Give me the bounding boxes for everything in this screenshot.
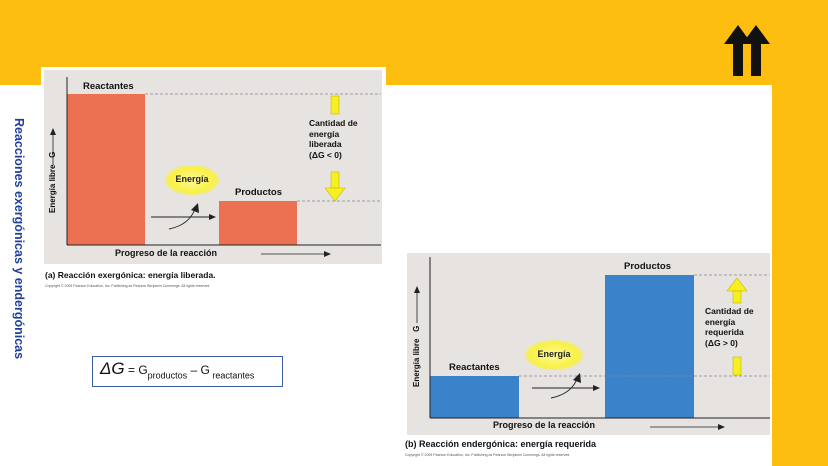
formula-eq: = G — [124, 363, 148, 377]
panel-exergonic: Energía Reactantes Productos Cantidad de… — [41, 67, 386, 267]
products-label-b: Productos — [624, 261, 671, 272]
y-label-a-wrap: Energía libre G — [48, 67, 60, 267]
required-arrow-head — [726, 277, 748, 292]
y-label-b-wrap: Energía libre G — [412, 251, 424, 437]
released-arrow-stem-bottom — [330, 171, 340, 189]
formula-minus: – G — [187, 363, 210, 377]
delta-g-symbol: ΔG — [100, 359, 125, 378]
delta-g-formula: ΔG = Gproductos – G reactantes — [92, 356, 283, 387]
y-label-b: Energía libre G — [412, 325, 421, 387]
reactants-bar — [67, 94, 145, 245]
released-arrow-stem-top — [330, 95, 340, 115]
panel-b-graphics — [414, 257, 770, 430]
y-label-a: Energía libre G — [48, 151, 57, 213]
caption-a: (a) Reacción exergónica: energía liberad… — [45, 270, 216, 280]
side-title-text: Reacciones exergónicas y endergónicas — [12, 118, 26, 360]
reactants-label-b: Reactantes — [449, 362, 500, 373]
x-label-a: Progreso de la reacción — [115, 248, 218, 258]
panel-a-graphics — [50, 77, 381, 257]
annotation-released: Cantidad de energía liberada (ΔG < 0) — [309, 118, 358, 160]
x-label-b: Progreso de la reacción — [493, 420, 596, 430]
required-arrow-stem-bottom — [732, 356, 742, 376]
reactants-bar-b — [430, 376, 519, 418]
products-label-a: Productos — [235, 187, 282, 198]
copyright-b: Copyright © 2005 Pearson Education, Inc.… — [405, 453, 571, 457]
panel-endergonic: Energía Reactantes Productos Cantidad de… — [405, 251, 772, 437]
energy-glow-a: Energía — [165, 165, 219, 195]
copyright-a: Copyright © 2005 Pearson Education, Inc.… — [45, 284, 211, 288]
formula-sub-reactants: reactantes — [209, 370, 255, 381]
energy-glow-b: Energía — [525, 340, 583, 370]
required-arrow-stem-top — [732, 290, 742, 304]
double-up-arrow-logo-icon — [724, 25, 770, 76]
caption-b: (b) Reacción endergónica: energía requer… — [405, 439, 597, 449]
products-bar-b — [605, 275, 694, 418]
right-accent-band — [772, 85, 828, 466]
released-arrow-head — [324, 187, 346, 202]
annotation-required: Cantidad de energía requerida (ΔG > 0) — [705, 306, 754, 348]
side-title: Reacciones exergónicas y endergónicas — [8, 118, 26, 428]
formula-sub-products: productos — [147, 370, 188, 381]
products-bar — [219, 201, 297, 245]
reactants-label-a: Reactantes — [83, 81, 134, 92]
